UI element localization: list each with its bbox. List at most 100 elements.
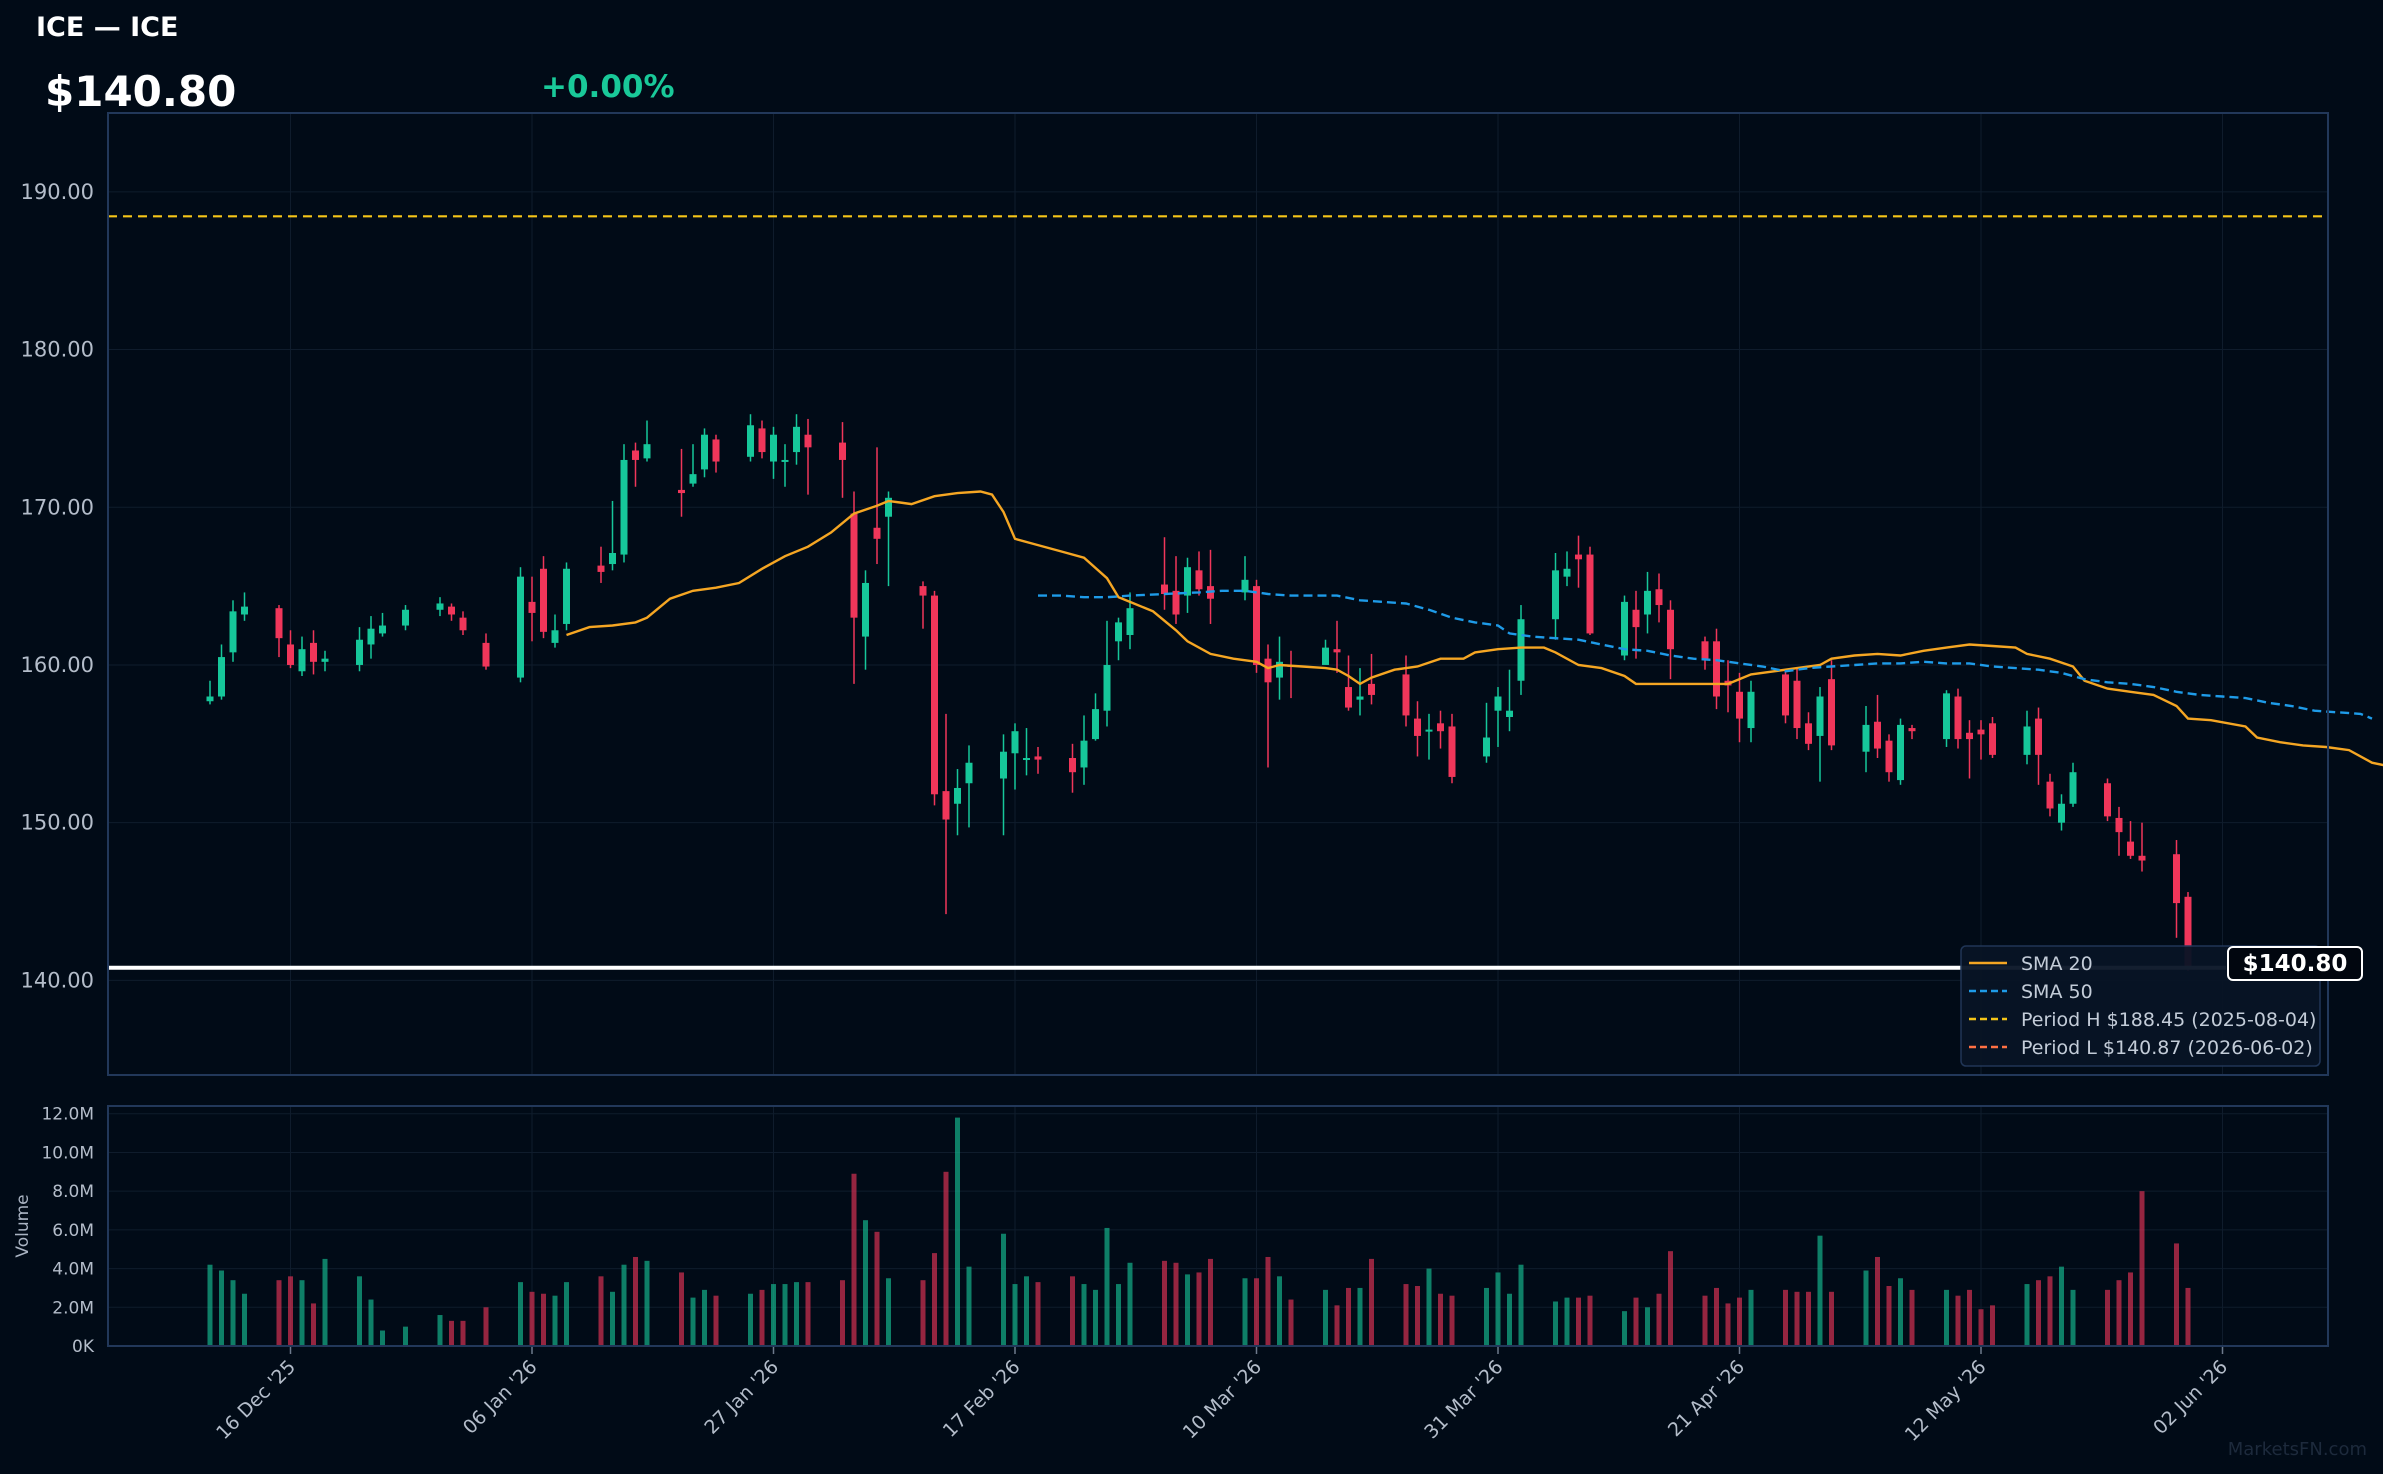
volume-bar [1656, 1293, 1662, 1346]
price-tag: $140.80 [2227, 946, 2363, 981]
candle-body [1092, 709, 1099, 740]
candle-body [1874, 721, 1881, 749]
volume-bar [1426, 1268, 1432, 1346]
candle-body [2046, 781, 2054, 809]
volume-bar [1725, 1303, 1731, 1346]
candle-body [551, 630, 559, 643]
candle-body [1494, 696, 1502, 711]
volume-bar [1162, 1260, 1167, 1346]
volume-bar [713, 1295, 719, 1346]
volume-bar [1622, 1311, 1627, 1346]
candle-body [1632, 609, 1640, 628]
volume-bar [1909, 1289, 1915, 1346]
volume-bar [886, 1278, 891, 1346]
volume-bar [1817, 1235, 1823, 1346]
candle-body [2023, 726, 2031, 755]
volume-bar [1553, 1301, 1558, 1346]
volume-axis-label: Volume [13, 1194, 33, 1257]
volume-bar [1277, 1276, 1282, 1346]
candle-body [1425, 729, 1433, 732]
price-tick-label: 170.00 [21, 495, 94, 519]
candle-body [2058, 803, 2065, 823]
candle-body [1943, 693, 1950, 740]
candle-body [1264, 658, 1272, 683]
candle-body [862, 582, 869, 637]
volume-bar [1415, 1286, 1420, 1346]
watermark: MarketsFN.com [2228, 1439, 2367, 1460]
volume-bar [1357, 1287, 1363, 1346]
volume-bar [357, 1276, 362, 1346]
candle-body [1253, 586, 1260, 665]
volume-bar [1783, 1289, 1788, 1346]
candle-body [1414, 718, 1421, 736]
sma50-line [1038, 589, 2373, 720]
volume-bar [2024, 1284, 2030, 1346]
candle-body [1011, 731, 1019, 754]
volume-bar [1978, 1309, 1984, 1346]
volume-bar [276, 1280, 282, 1346]
volume-bar [1242, 1278, 1248, 1346]
volume-bar [943, 1171, 949, 1346]
volume-bar [690, 1297, 696, 1346]
candle-body [379, 625, 386, 634]
volume-tick-label: 4.0M [52, 1260, 94, 1280]
volume-bar [1794, 1291, 1800, 1346]
volume-bar [1323, 1289, 1328, 1346]
price-tick-label: 160.00 [21, 653, 94, 677]
volume-bar [299, 1280, 305, 1346]
candle-body [1977, 729, 1985, 735]
volume-bar [1104, 1227, 1110, 1346]
volume-bar [1484, 1287, 1489, 1346]
candle-body [1437, 723, 1444, 732]
candle-body [2138, 855, 2146, 861]
candle-body [2127, 841, 2134, 856]
candle-body [620, 459, 628, 555]
volume-bar [2070, 1289, 2076, 1346]
volume-bar [1449, 1295, 1455, 1346]
volume-bar [1196, 1272, 1202, 1346]
volume-bar [2174, 1243, 2179, 1346]
volume-bar [380, 1330, 385, 1346]
volume-bar [2036, 1280, 2041, 1346]
volume-bar [1081, 1284, 1087, 1346]
candle-body [1667, 609, 1674, 650]
volume-bar [794, 1282, 799, 1346]
volume-bar [207, 1264, 213, 1346]
candle-body [517, 576, 524, 678]
price-panel-frame [107, 112, 2329, 1076]
candle-body [2173, 854, 2180, 904]
price-tick-label: 140.00 [21, 968, 94, 992]
price-tick-label: 150.00 [21, 811, 94, 835]
candle-body [459, 617, 467, 631]
price-tick-label: 190.00 [21, 180, 94, 204]
volume-bar [288, 1276, 293, 1346]
candle-body [356, 639, 363, 665]
volume-bar [1990, 1305, 1995, 1346]
volume-bar [1334, 1305, 1340, 1346]
candle-body [1184, 567, 1191, 596]
candle-body [1621, 601, 1628, 656]
candle-body [310, 642, 317, 662]
volume-bar [2059, 1266, 2064, 1346]
price-tick-label: 180.00 [21, 338, 94, 362]
volume-bar [242, 1293, 247, 1346]
volume-bar [2185, 1287, 2191, 1346]
volume-bar [1714, 1287, 1719, 1346]
volume-bar [1886, 1286, 1892, 1346]
candle-body [2035, 718, 2042, 755]
volume-bar [564, 1282, 569, 1346]
volume-bar [621, 1264, 627, 1346]
volume-bar [1127, 1262, 1133, 1346]
candle-body [1586, 554, 1594, 634]
volume-bar [1633, 1297, 1639, 1346]
candle-body [2104, 783, 2111, 817]
candle-body [1402, 674, 1410, 716]
candle-body [367, 628, 375, 645]
candle-body [241, 606, 248, 615]
volume-bar [1668, 1251, 1673, 1346]
volume-bar [219, 1270, 224, 1346]
candle-body [747, 425, 754, 457]
candle-body [712, 439, 720, 462]
candle-body [1356, 696, 1364, 700]
price-axis-ticks: 190.00 180.00 170.00 160.00 150.00 140.00 [21, 180, 94, 993]
